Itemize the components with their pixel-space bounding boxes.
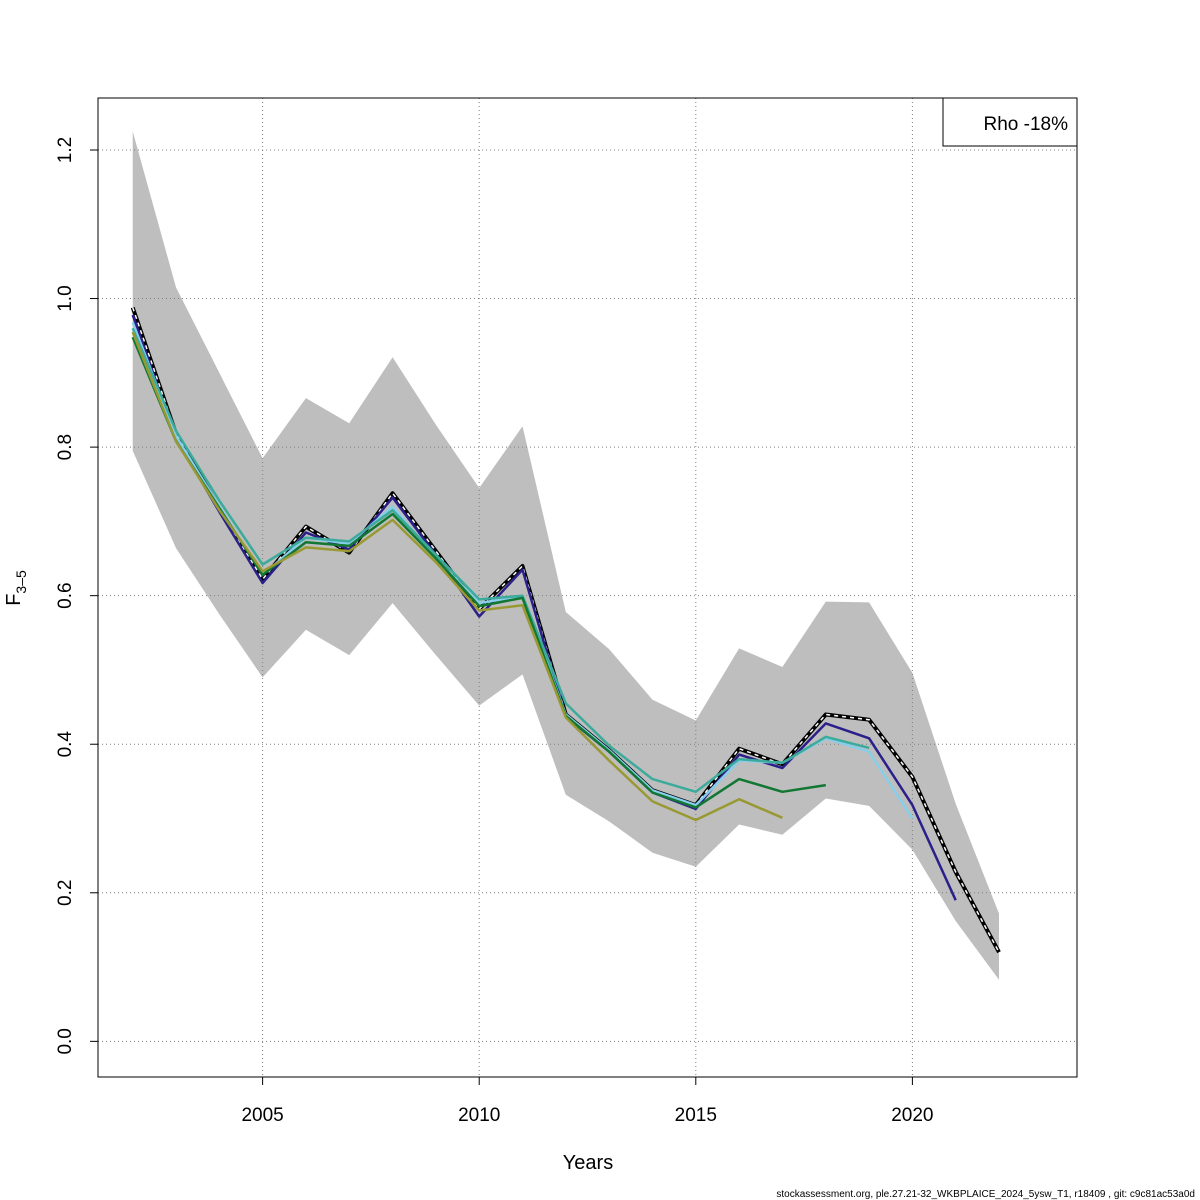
legend-box (942, 97, 1078, 147)
series-layer (130, 306, 1001, 954)
footer-source: stockassessment.org, ple.27.21-32_WKBPLA… (776, 1189, 1195, 1200)
y-tick-label-1.2: 1.2 (55, 137, 76, 163)
series-line-1 (131, 314, 957, 901)
x-tick-label-2010: 2010 (458, 1105, 500, 1126)
y-tick-label-0.2: 0.2 (55, 880, 76, 906)
x-tick-label-2020: 2020 (891, 1105, 933, 1126)
series-line-3 (131, 327, 870, 794)
y-axis: 0.0 0.2 0.4 0.6 0.8 1.0 1.2 (55, 137, 98, 1055)
legend: Rho -18% (942, 97, 1078, 147)
series-line-5 (131, 331, 783, 822)
y-axis-title: F3–5 (3, 570, 29, 606)
y-axis-title-subscript: 3–5 (13, 570, 29, 594)
y-tick-label-0.4: 0.4 (55, 731, 76, 758)
plot-frame (97, 97, 1078, 1078)
x-axis: 2005 2010 2015 2020 (241, 1077, 934, 1126)
y-axis-title-main: F (3, 594, 25, 606)
y-tick-label-0.0: 0.0 (55, 1028, 76, 1054)
y-tick-label-0.8: 0.8 (55, 434, 76, 460)
y-tick-label-0.6: 0.6 (55, 582, 76, 608)
x-tick-label-2015: 2015 (675, 1105, 717, 1126)
x-axis-title: Years (563, 1152, 613, 1174)
y-tick-label-1.0: 1.0 (55, 285, 76, 311)
x-tick-label-2005: 2005 (241, 1105, 283, 1126)
legend-rho-text: Rho -18% (984, 114, 1069, 135)
